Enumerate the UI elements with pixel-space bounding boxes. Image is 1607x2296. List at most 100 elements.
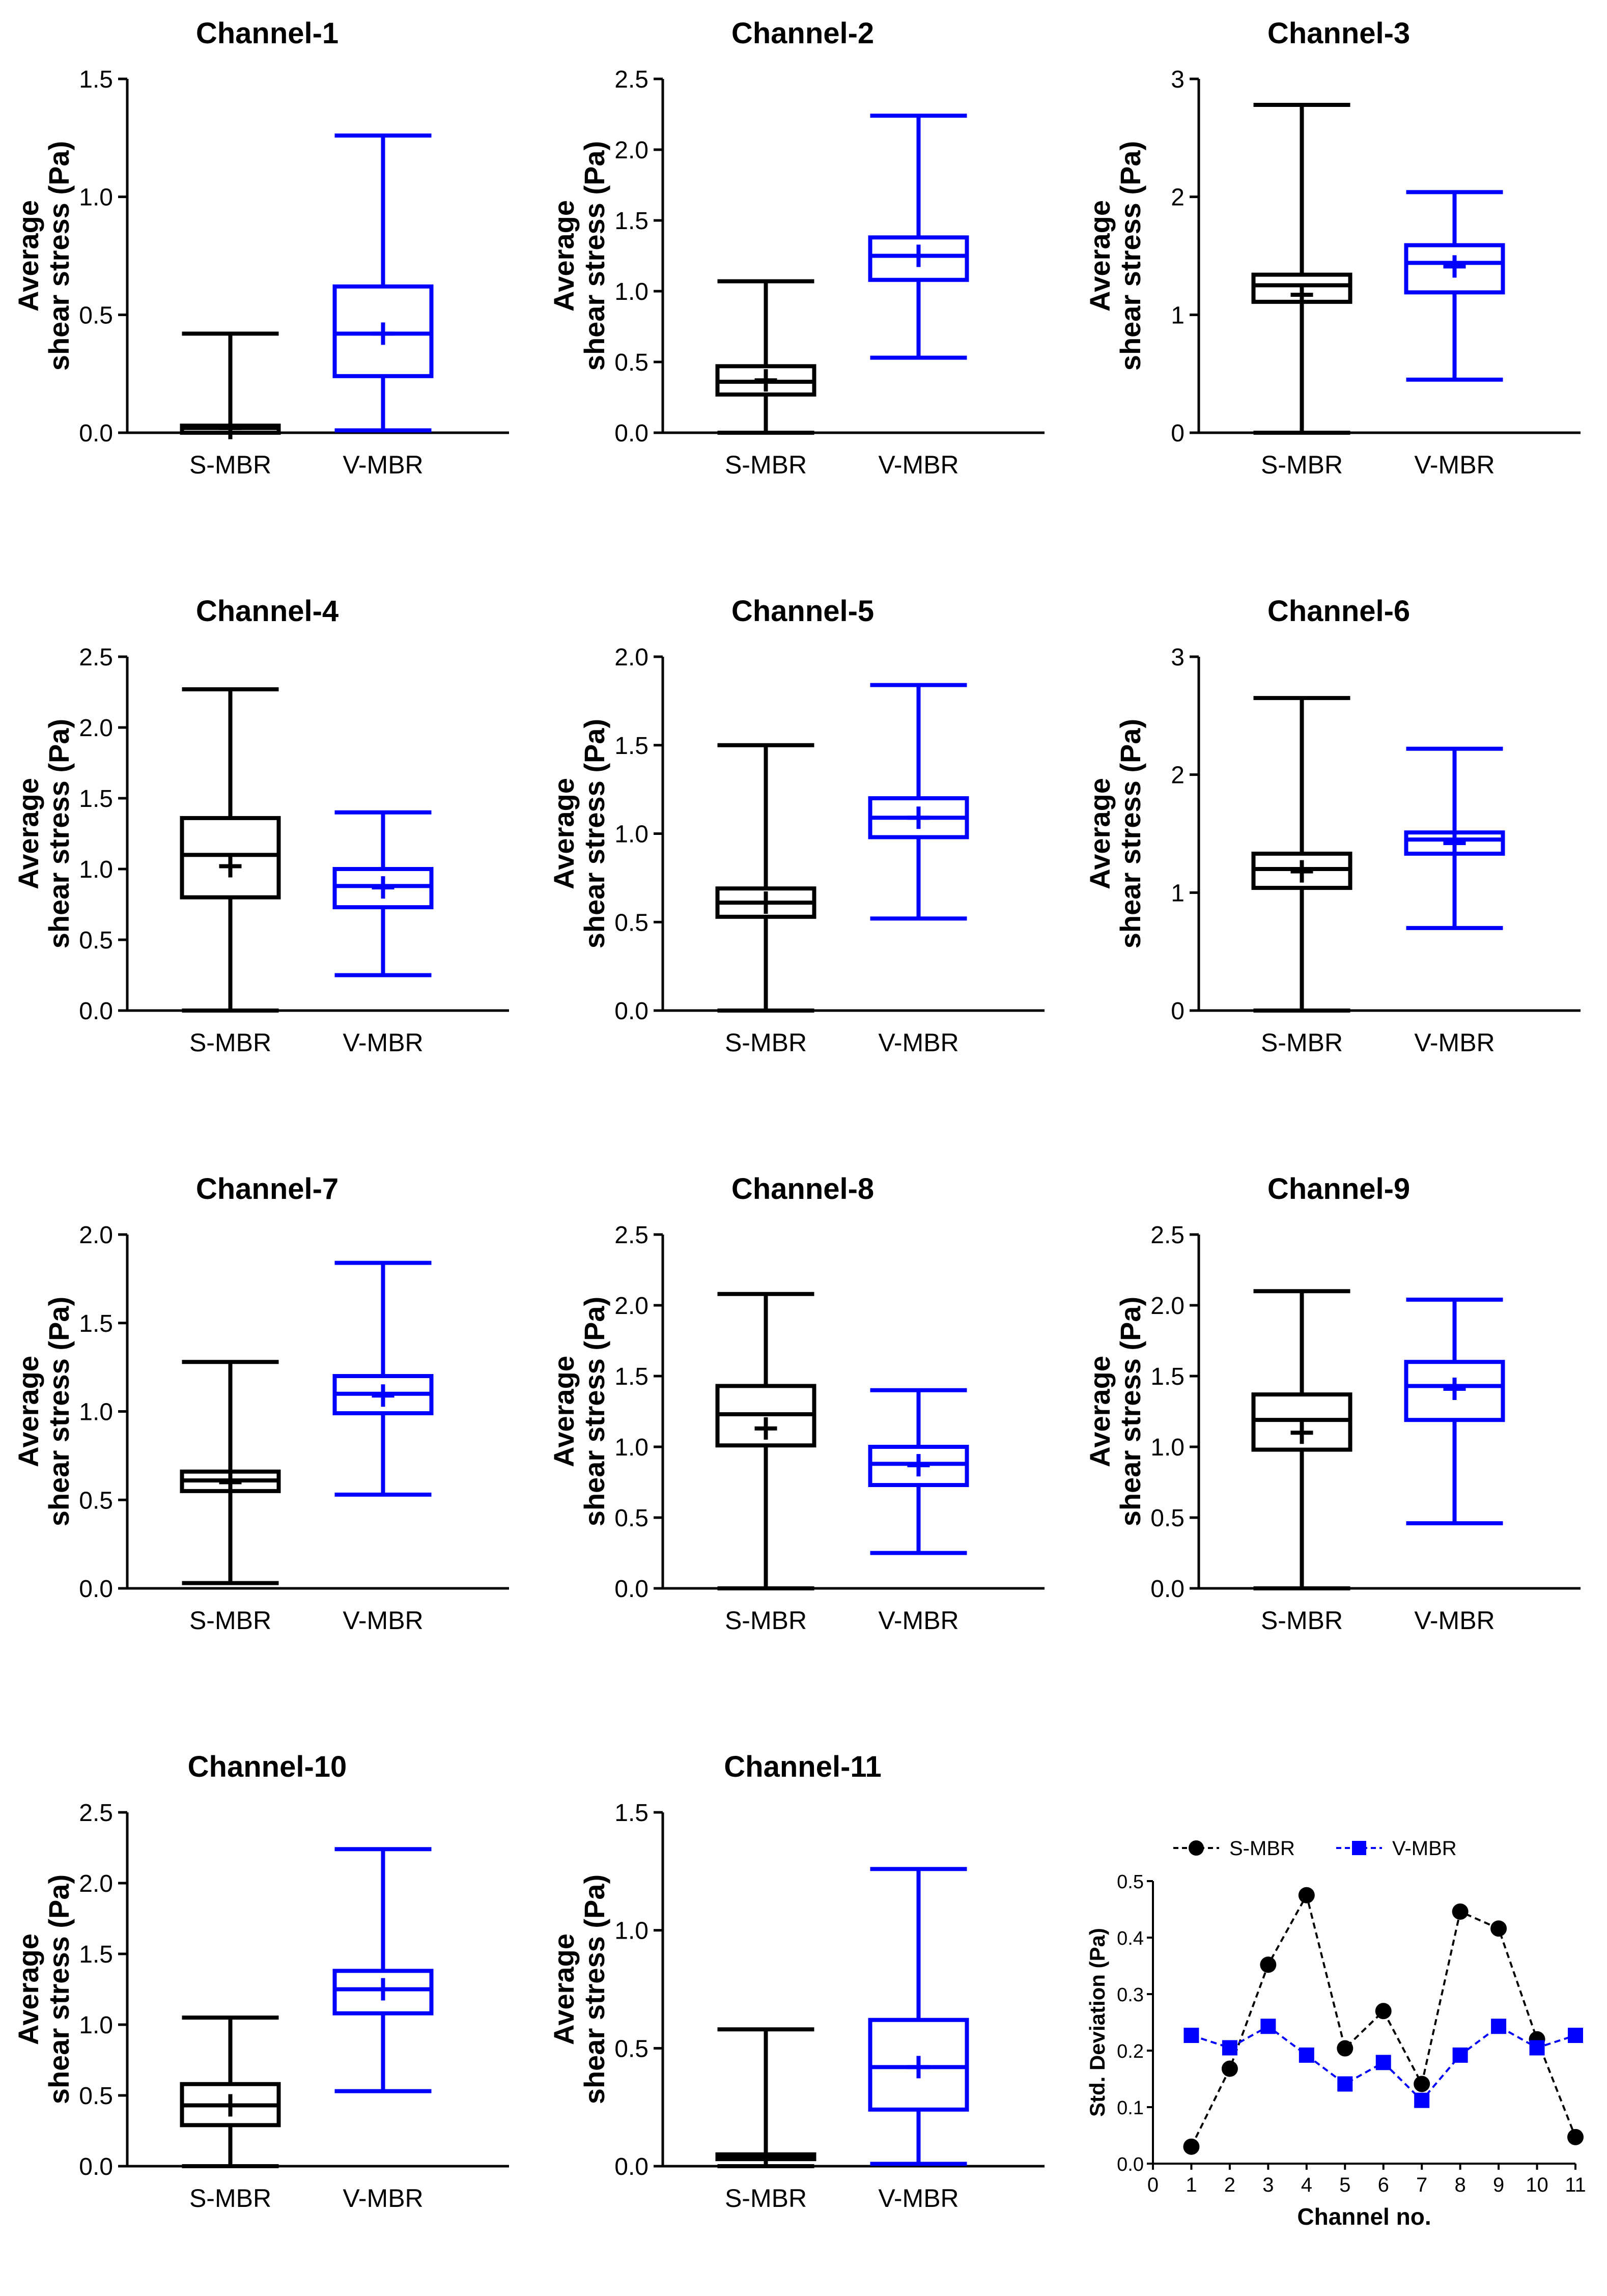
mean-marker	[1443, 1378, 1466, 1401]
y-axis-label: Averageshear stress (Pa)	[12, 719, 75, 948]
y-tick-label: 0.5	[79, 927, 113, 954]
y-tick-label: 0.0	[79, 1576, 113, 1603]
y-tick-label: 1.0	[614, 278, 649, 305]
data-point-s-mbr	[1337, 2040, 1354, 2057]
y-tick-label: 0.5	[614, 2035, 649, 2062]
y-axis-label-line: Average	[1084, 1356, 1116, 1467]
chart-svg: Channel-7 Averageshear stress (Pa) 0.0 0.5 1…	[12, 1172, 509, 1635]
y-tick-label: 2	[1171, 762, 1185, 789]
chart-svg: 0.0 0.1 0.2 0.3 0.4 0.5 0 1 2 3 4 5 6 7 8 9 10 11 Channel …	[1085, 1837, 1586, 2230]
boxplot-2: Channel-2 Averageshear stress (Pa) 0.0 0.5 1…	[535, 0, 1071, 560]
y-tick-label: 1	[1171, 302, 1185, 329]
category-label: V-MBR	[1414, 451, 1495, 479]
legend-label: S-MBR	[1229, 1837, 1295, 1860]
box-s-mbr	[715, 1292, 816, 1590]
box-iqr	[1404, 243, 1505, 295]
box-s-mbr	[180, 687, 281, 1013]
x-tick-label: 9	[1493, 2174, 1504, 2196]
y-axis-label: Averageshear stress (Pa)	[1084, 719, 1146, 948]
y-tick-label: 0.0	[614, 1576, 649, 1603]
y-axis-label-line: shear stress (Pa)	[43, 1297, 75, 1526]
category-label: V-MBR	[343, 451, 423, 479]
chart-title: Channel-4	[196, 595, 339, 628]
boxplot-5: Channel-5 Averageshear stress (Pa) 0.0 0.5 1…	[535, 578, 1071, 1138]
data-point-v-mbr	[1375, 2055, 1391, 2070]
category-label: V-MBR	[343, 1606, 423, 1635]
x-tick-label: 0	[1147, 2174, 1159, 2196]
box-iqr	[868, 235, 969, 282]
y-tick-label: 0.0	[1117, 2154, 1144, 2175]
boxplot-9: Channel-9 Averageshear stress (Pa) 0.0 0.5 1…	[1072, 1156, 1607, 1716]
boxplot-7: Channel-7 Averageshear stress (Pa) 0.0 0.5 1…	[0, 1156, 535, 1716]
box-v-mbr	[1404, 746, 1505, 930]
y-tick-label: 1.0	[1150, 1434, 1185, 1461]
y-tick-label: 1.0	[614, 1434, 649, 1461]
data-point-v-mbr	[1222, 2040, 1237, 2056]
data-point-s-mbr	[1567, 2129, 1584, 2145]
y-axis-label-line: shear stress (Pa)	[1114, 141, 1146, 371]
y-axis-label: Averageshear stress (Pa)	[1084, 1297, 1146, 1526]
y-tick-label: 0.4	[1117, 1928, 1144, 1949]
y-axis-label: Averageshear stress (Pa)	[12, 141, 75, 371]
y-axis-label-line: shear stress (Pa)	[1114, 1297, 1146, 1526]
chart-svg: Channel-9 Averageshear stress (Pa) 0.0 0.5 1…	[1084, 1172, 1581, 1635]
y-axis-label-line: Average	[548, 778, 580, 889]
mean-marker	[907, 244, 930, 267]
boxplot-3: Channel-3 Averageshear stress (Pa) 0 1 2 3 S-M…	[1072, 0, 1607, 560]
y-axis-label-line: Average	[548, 200, 580, 312]
y-tick-label: 0.3	[1117, 1984, 1144, 2006]
data-point-s-mbr	[1221, 2060, 1238, 2077]
x-tick-label: 7	[1416, 2174, 1427, 2196]
y-tick-label: 2.0	[614, 644, 649, 671]
x-tick-label: 3	[1262, 2174, 1274, 2196]
mean-marker	[1443, 832, 1466, 855]
boxplot-10: Channel-10 Averageshear stress (Pa) 0.0 0.5…	[0, 1733, 535, 2293]
y-tick-label: 2.0	[614, 1293, 649, 1320]
mean-marker	[219, 2094, 242, 2117]
y-tick-label: 0.5	[79, 2083, 113, 2110]
data-point-s-mbr	[1490, 1920, 1507, 1937]
y-tick-label: 1.5	[79, 1310, 113, 1337]
mean-marker	[219, 1471, 242, 1494]
y-tick-label: 1.5	[79, 786, 113, 813]
chart-title: Channel-6	[1267, 595, 1410, 628]
box-v-mbr	[332, 1261, 434, 1497]
box-v-mbr	[868, 114, 969, 360]
y-axis-label: Averageshear stress (Pa)	[1084, 141, 1146, 371]
y-tick-label: 2.0	[1150, 1293, 1185, 1320]
chart-title: Channel-11	[724, 1750, 881, 1783]
y-tick-label: 0.5	[79, 1487, 113, 1514]
y-tick-label: 2.0	[79, 1870, 113, 1897]
y-axis-label: Averageshear stress (Pa)	[12, 1874, 75, 2104]
box-iqr	[180, 816, 281, 900]
y-axis-label-line: Average	[1084, 778, 1116, 889]
box-s-mbr	[1251, 696, 1352, 1013]
category-label: S-MBR	[725, 1606, 807, 1635]
y-axis-label-line: Average	[12, 200, 44, 312]
chart-svg: Channel-2 Averageshear stress (Pa) 0.0 0.5 1…	[548, 17, 1045, 479]
y-axis-label: Averageshear stress (Pa)	[548, 719, 610, 948]
box-iqr	[332, 284, 434, 378]
series-line-s-mbr	[1190, 1892, 1576, 2147]
mean-marker	[1290, 1421, 1313, 1444]
category-label: S-MBR	[1261, 1606, 1343, 1635]
y-axis-label: Averageshear stress (Pa)	[548, 141, 610, 371]
y-tick-label: 0	[1171, 420, 1185, 447]
y-tick-label: 2.5	[614, 66, 649, 93]
y-tick-label: 0.0	[79, 2153, 113, 2180]
y-tick-label: 0.5	[614, 1505, 649, 1532]
y-axis-label-line: shear stress (Pa)	[43, 141, 75, 371]
mean-marker	[754, 369, 777, 392]
y-tick-label: 0.0	[614, 998, 649, 1025]
legend-label: V-MBR	[1392, 1837, 1457, 1860]
category-label: V-MBR	[878, 1028, 958, 1057]
category-label: V-MBR	[343, 1028, 423, 1057]
y-axis-label: Averageshear stress (Pa)	[548, 1297, 610, 1526]
x-axis-label: Channel no.	[1297, 2203, 1431, 2230]
mean-marker	[372, 876, 394, 899]
mean-marker	[754, 1417, 777, 1440]
y-tick-label: 0.5	[1117, 1871, 1144, 1893]
category-label: S-MBR	[725, 2184, 807, 2213]
chart-svg: Channel-11 Averageshear stress (Pa) 0.0 0.5…	[548, 1750, 1045, 2213]
y-tick-label: 0.5	[614, 909, 649, 936]
